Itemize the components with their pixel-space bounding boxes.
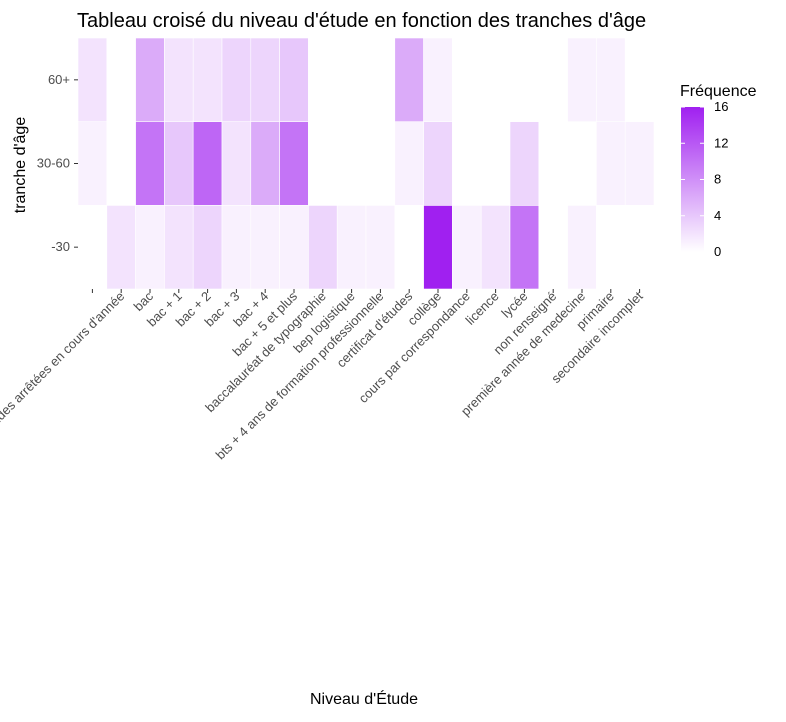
heatmap-tile: [480, 37, 511, 122]
legend-tick-label: 8: [714, 172, 721, 187]
heatmap-tile: [394, 205, 424, 290]
legend-colorbar: [681, 107, 704, 252]
heatmap-tile: [624, 205, 655, 290]
heatmap-tile: [77, 205, 108, 290]
heatmap-tile: [509, 205, 540, 290]
heatmap-tile: [192, 205, 223, 290]
heatmap-tile: [452, 121, 482, 206]
y-tick-label: 30-60: [37, 156, 70, 171]
heatmap-tile: [250, 37, 280, 122]
heatmap-tile: [596, 205, 626, 290]
y-tick-label: 60+: [48, 72, 70, 87]
heatmap-tile: [250, 205, 280, 290]
heatmap-tile: [624, 121, 655, 206]
heatmap-tile: [567, 37, 597, 122]
chart-title: Tableau croisé du niveau d'étude en fonc…: [77, 10, 646, 32]
heatmap-tile: [192, 37, 223, 122]
heatmap-tile: [221, 121, 252, 206]
heatmap-tile: [509, 37, 540, 122]
heatmap-tiles: [77, 37, 655, 290]
heatmap-tile: [308, 121, 338, 206]
heatmap-tile: [135, 37, 165, 122]
heatmap-tile: [77, 37, 108, 122]
x-axis-title: Niveau d'Étude: [310, 689, 418, 708]
heatmap-tile: [538, 121, 568, 206]
heatmap-tile: [538, 37, 568, 122]
heatmap-tile: [221, 37, 252, 122]
heatmap-tile: [596, 37, 626, 122]
legend-tick-label: 4: [714, 208, 721, 223]
heatmap-tile: [567, 121, 597, 206]
heatmap-tile: [423, 205, 453, 290]
legend-tick-label: 16: [714, 99, 728, 114]
heatmap-tile: [250, 121, 280, 206]
heatmap-tile: [394, 37, 424, 122]
heatmap-tile: [164, 121, 194, 206]
heatmap-tile: [77, 121, 108, 206]
heatmap-tile: [394, 121, 424, 206]
heatmap-tile: [308, 205, 338, 290]
heatmap-tile: [365, 205, 396, 290]
y-axis-title: tranche d'âge: [12, 117, 29, 214]
heatmap-tile: [192, 121, 223, 206]
legend: Fréquence 0 4 8 12 16: [680, 83, 757, 259]
y-tick-label: -30: [51, 239, 70, 254]
heatmap-tile: [279, 205, 309, 290]
heatmap-tile: [336, 121, 367, 206]
heatmap-tile: [279, 37, 309, 122]
heatmap-tile: [164, 205, 194, 290]
heatmap-tile: [452, 37, 482, 122]
heatmap-tile: [509, 121, 540, 206]
legend-tick-label: 12: [714, 135, 728, 150]
heatmap-tile: [106, 205, 136, 290]
heatmap-tile: [365, 37, 396, 122]
heatmap-tile: [480, 205, 511, 290]
heatmap-tile: [106, 121, 136, 206]
legend-tick-label: 0: [714, 244, 721, 259]
heatmap-tile: [423, 121, 453, 206]
heatmap-tile: [135, 121, 165, 206]
heatmap-tile: [624, 37, 655, 122]
heatmap-tile: [452, 205, 482, 290]
heatmap-tile: [221, 205, 252, 290]
heatmap-tile: [164, 37, 194, 122]
heatmap-tile: [279, 121, 309, 206]
heatmap-tile: [106, 37, 136, 122]
heatmap-tile: [365, 121, 396, 206]
x-tick-label: études arrêtées en cours d'année: [0, 289, 127, 436]
y-axis: -30 30-60 60+: [37, 72, 78, 254]
heatmap-tile: [135, 205, 165, 290]
x-tick-label: licence: [462, 289, 501, 328]
heatmap-tile: [538, 205, 568, 290]
heatmap-tile: [423, 37, 453, 122]
heatmap-tile: [480, 121, 511, 206]
legend-title: Fréquence: [680, 83, 757, 100]
heatmap-tile: [567, 205, 597, 290]
heatmap-tile: [336, 37, 367, 122]
heatmap-tile: [336, 205, 367, 290]
heatmap-tile: [308, 37, 338, 122]
heatmap-tile: [596, 121, 626, 206]
